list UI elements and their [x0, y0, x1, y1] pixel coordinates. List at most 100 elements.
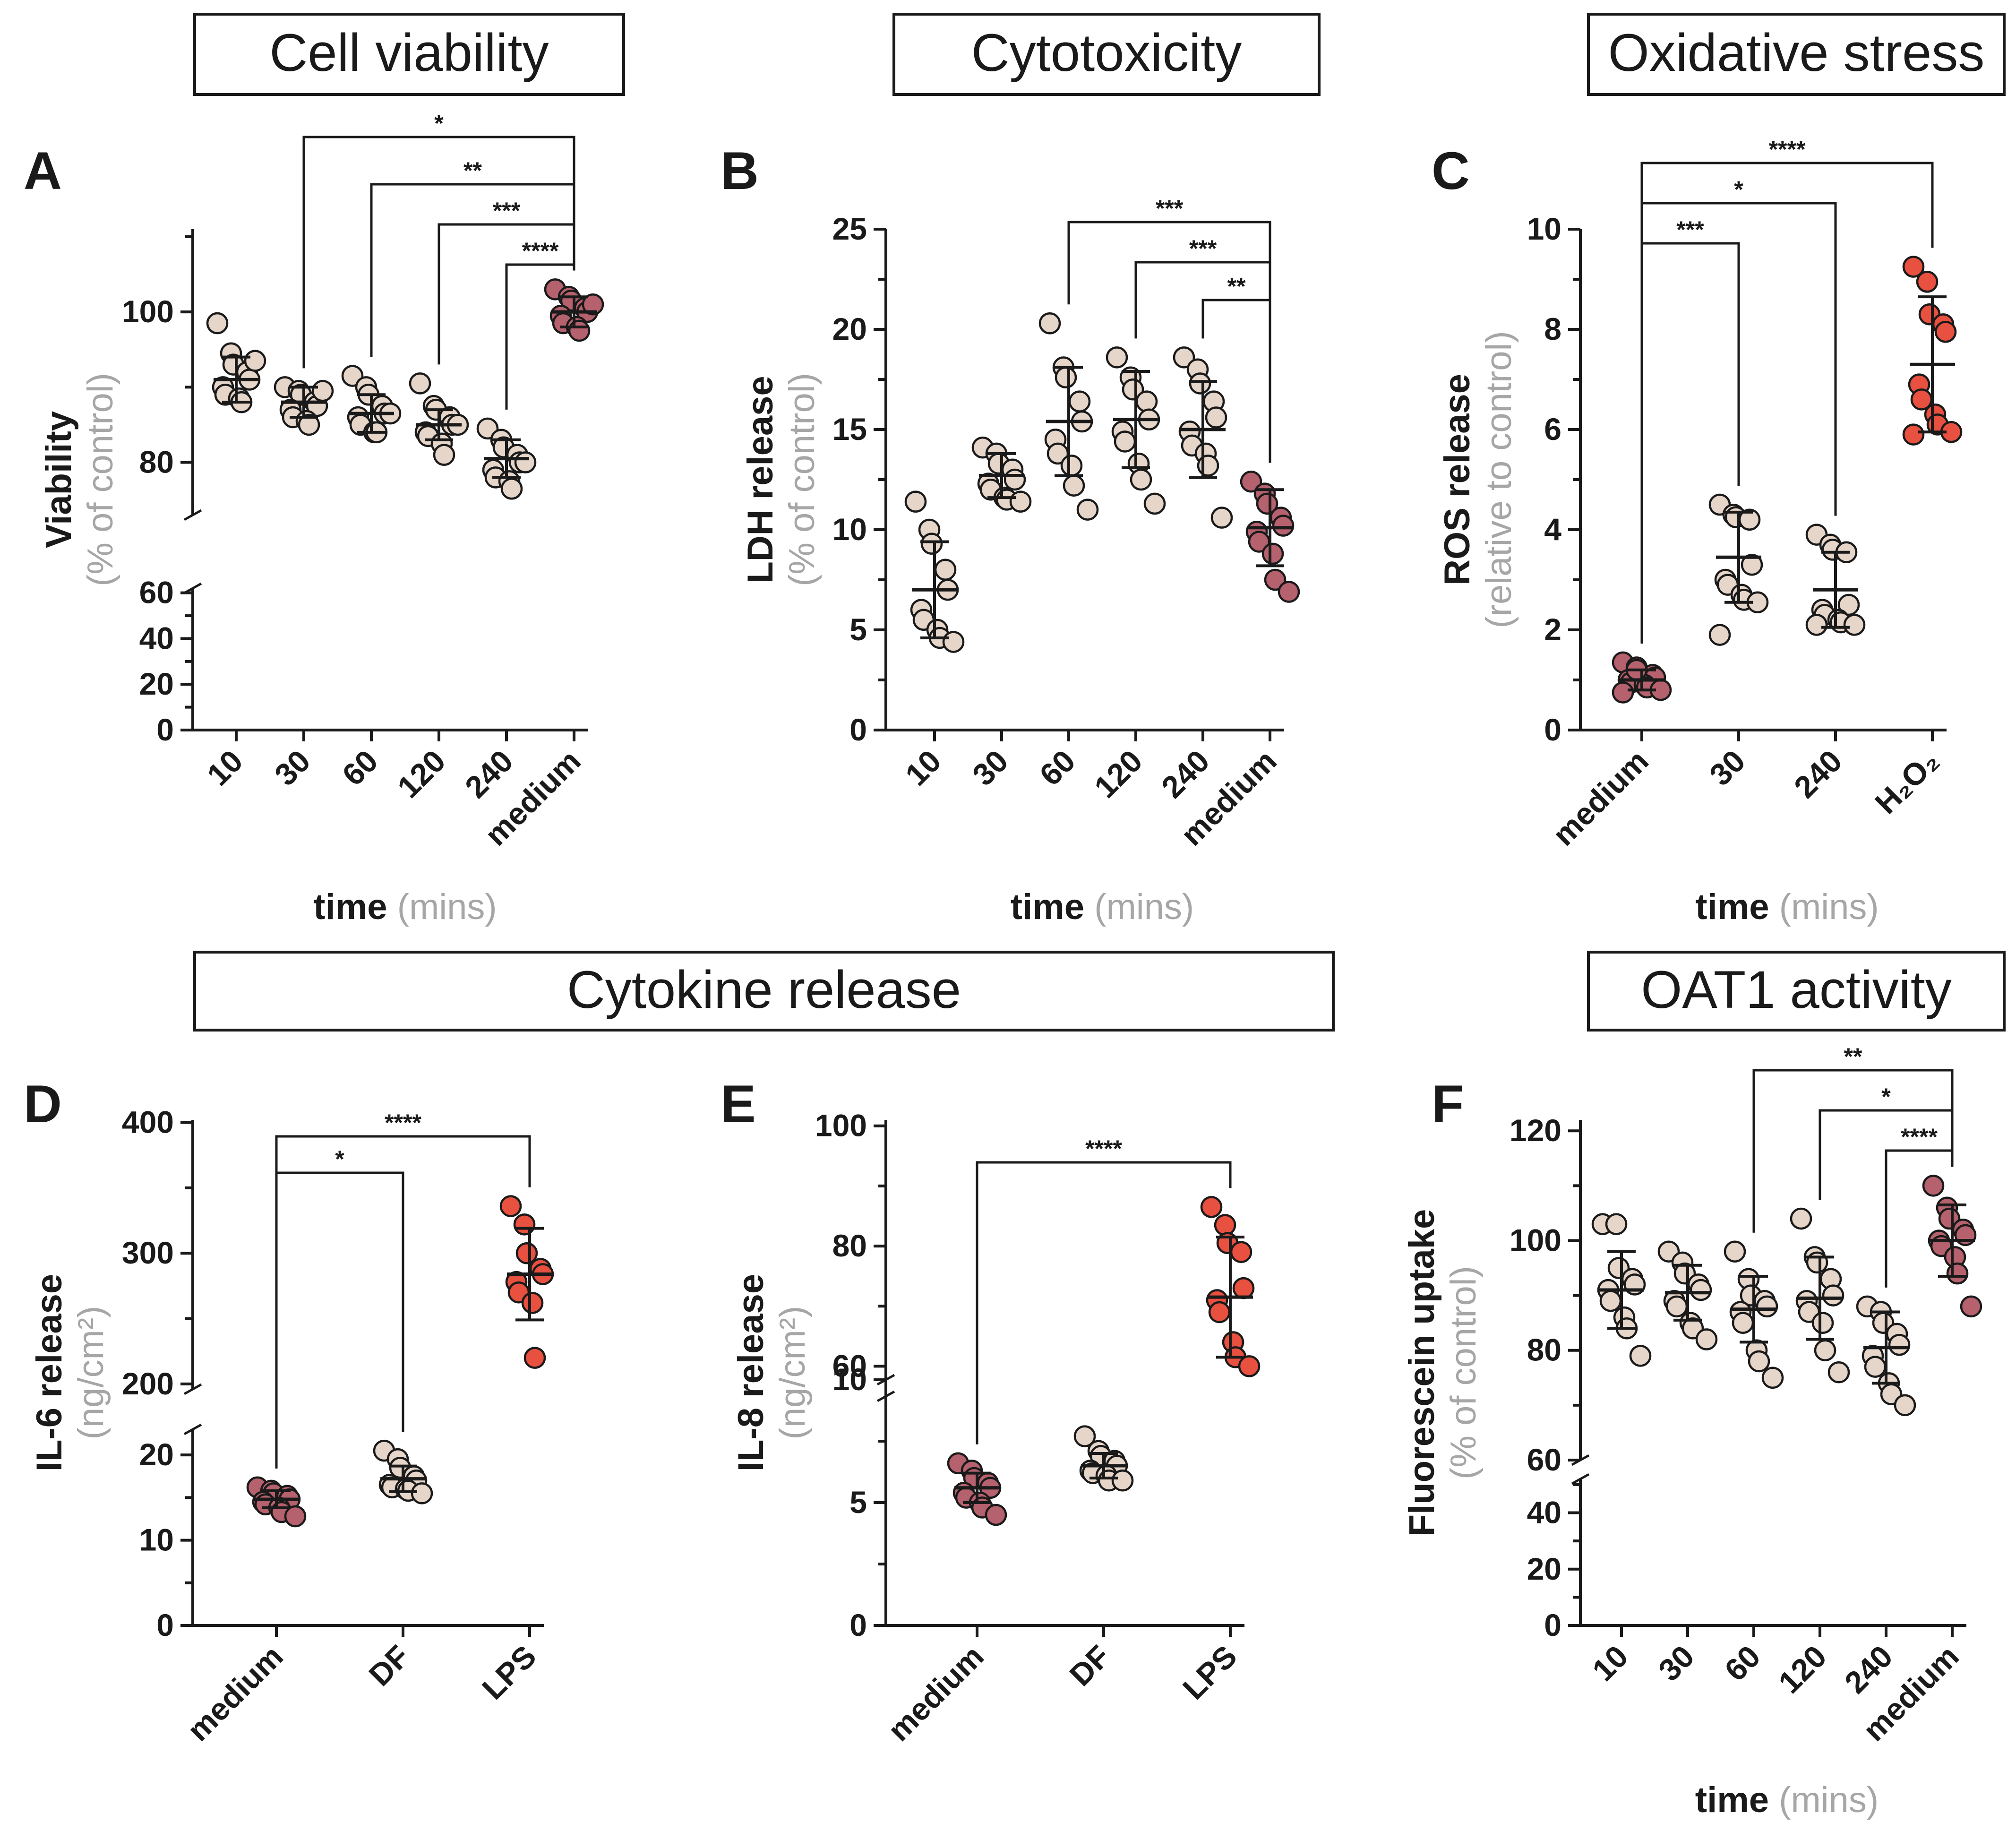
- axis-break-mark: [1571, 1454, 1590, 1466]
- data-point: [1208, 1301, 1231, 1324]
- x-tick-label: 10: [200, 743, 249, 792]
- x-tick-label: DF: [362, 1639, 416, 1693]
- y-tick-label: 40: [139, 620, 174, 655]
- significance-label: *: [1734, 176, 1743, 203]
- data-point: [942, 631, 965, 653]
- header-cytotoxicity-label: Cytotoxicity: [971, 23, 1242, 82]
- x-axis-label-main: time: [1011, 887, 1094, 927]
- data-point: [1189, 372, 1211, 395]
- data-point: [1732, 1312, 1754, 1334]
- significance-label: *: [335, 1146, 344, 1172]
- data-point: [1278, 581, 1300, 603]
- data-point: [1009, 490, 1032, 513]
- header-cell-viability-label: Cell viability: [269, 23, 549, 82]
- y-tick-label: 0: [1544, 712, 1561, 747]
- y-tick-label: 6: [1544, 412, 1561, 447]
- x-tick-label: 60: [335, 743, 385, 792]
- x-axis-label-sub: (mins): [1779, 887, 1879, 927]
- panel-letter-b: B: [721, 141, 759, 200]
- y-tick-label: 200: [122, 1366, 174, 1401]
- data-point: [1960, 1295, 1982, 1318]
- data-point: [582, 293, 604, 316]
- axis-break-mark: [876, 1390, 895, 1402]
- y-tick-label: 400: [122, 1105, 174, 1140]
- x-tick-label: medium: [881, 1639, 990, 1748]
- data-point: [1822, 1284, 1844, 1307]
- x-tick-label: 30: [1652, 1639, 1701, 1688]
- axis-break-mark: [183, 1423, 202, 1436]
- data-point: [1143, 492, 1166, 515]
- data-point: [1240, 470, 1262, 493]
- x-tick-label: medium: [180, 1639, 290, 1748]
- comparison-bracket: [1885, 1149, 1954, 1288]
- comparison-bracket: [370, 183, 575, 357]
- data-point: [1106, 346, 1128, 369]
- significance-label: ***: [1156, 195, 1184, 222]
- data-point: [1068, 390, 1091, 413]
- data-point: [1055, 366, 1077, 389]
- y-axis-label-main: IL-8 release: [731, 1274, 771, 1471]
- y-axis-label: Fluorescein uptake(% of control): [1402, 1209, 1484, 1537]
- significance-label: ***: [1676, 216, 1704, 243]
- y-tick-label: 80: [139, 445, 174, 480]
- data-point: [1230, 1241, 1252, 1264]
- y-tick-label: 5: [849, 612, 867, 647]
- panel-letter-d: D: [24, 1075, 62, 1134]
- data-point: [409, 372, 431, 395]
- data-point: [521, 1292, 544, 1314]
- panel-e: E 60 80 100 0 5 10 medium DF LPS **** IL-8 release(…: [721, 1075, 1261, 1748]
- significance-label: ****: [1769, 136, 1806, 163]
- data-point: [1922, 1175, 1945, 1197]
- comparison-bracket: [505, 263, 575, 410]
- data-point: [1076, 499, 1099, 521]
- header-oat1-activity-label: OAT1 activity: [1641, 960, 1952, 1019]
- data-point: [1073, 1425, 1096, 1447]
- data-point: [1210, 507, 1233, 529]
- y-tick-label: 20: [832, 311, 867, 346]
- data-point: [1214, 1214, 1236, 1236]
- x-tick-label: DF: [1063, 1639, 1117, 1693]
- y-tick-label: 4: [1544, 512, 1561, 547]
- y-tick-label: 20: [139, 1437, 174, 1472]
- x-axis-label-main: time: [1695, 1780, 1779, 1820]
- y-tick-label: 2: [1544, 612, 1561, 647]
- header-cytokine-release: Cytokine release: [193, 951, 1335, 1032]
- y-tick-label: 25: [832, 211, 867, 246]
- y-axis-label-main: Viability: [39, 411, 79, 548]
- data-point: [1232, 1277, 1255, 1299]
- y-axis-label-sub: (relative to control): [1479, 331, 1519, 628]
- data-point: [1200, 1196, 1223, 1218]
- data-point: [1864, 1356, 1887, 1378]
- data-point: [568, 319, 591, 342]
- x-tick-label: LPS: [475, 1639, 543, 1706]
- data-point: [1805, 614, 1828, 636]
- y-tick-label: 60: [139, 575, 174, 610]
- y-axis-label-sub: (% of control): [1443, 1266, 1484, 1479]
- data-point: [1599, 1289, 1622, 1312]
- x-axis-label-sub: (mins): [1094, 887, 1194, 927]
- data-point: [523, 1347, 546, 1369]
- significance-label: ****: [522, 238, 559, 264]
- header-cell-viability: Cell viability: [193, 13, 625, 96]
- data-point: [1724, 1240, 1746, 1263]
- x-axis-label-main: time: [313, 887, 397, 927]
- x-tick-label: 60: [1033, 743, 1082, 792]
- data-point: [934, 559, 957, 581]
- y-axis-label: IL-6 release(ng/cm²): [29, 1274, 111, 1471]
- x-tick-label: 30: [1703, 743, 1752, 792]
- comparison-bracket: [275, 1171, 404, 1469]
- data-point: [920, 533, 943, 555]
- y-axis-label: LDH release(% of control): [740, 373, 822, 586]
- header-cytokine-release-label: Cytokine release: [567, 960, 961, 1019]
- x-axis-label: time (mins): [313, 887, 497, 927]
- data-point: [1238, 1355, 1261, 1377]
- data-point: [284, 1505, 307, 1528]
- y-tick-label: 10: [139, 1522, 174, 1557]
- significance-label: ***: [1189, 235, 1217, 262]
- significance-label: **: [463, 157, 482, 184]
- y-axis-label: ROS release(relative to control): [1437, 331, 1519, 628]
- data-point: [1902, 423, 1925, 446]
